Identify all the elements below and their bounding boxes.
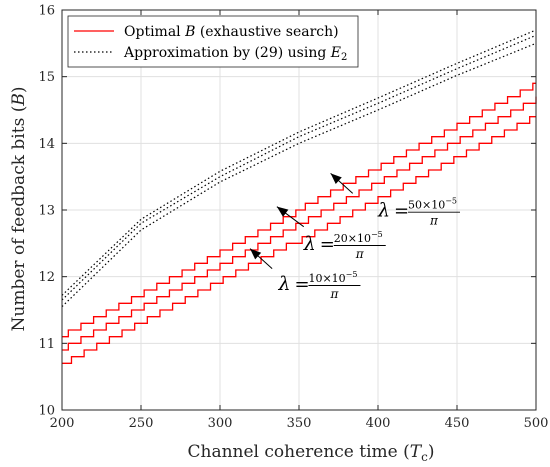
annotation-equals: = xyxy=(294,274,309,295)
annotation-lambda: λ xyxy=(303,233,316,255)
x-tick-label: 450 xyxy=(445,416,470,431)
annotation-denominator: π xyxy=(429,214,439,228)
y-tick-label: 13 xyxy=(38,204,55,219)
legend-label: Optimal B (exhaustive search) xyxy=(124,24,339,40)
annotation-lambda: λ xyxy=(277,273,290,295)
y-tick-label: 11 xyxy=(38,337,55,352)
annotation-numerator: 10×10−5 xyxy=(308,270,357,285)
annotation-equals: = xyxy=(320,234,335,255)
y-tick-label: 16 xyxy=(38,4,55,19)
annotation-numerator: 20×10−5 xyxy=(334,230,383,245)
y-tick-label: 10 xyxy=(38,404,55,419)
annotations: λ =50×10−5πλ =20×10−5πλ =10×10−5π xyxy=(249,172,460,301)
legend-box xyxy=(67,15,359,68)
y-tick-label: 14 xyxy=(38,137,55,152)
x-tick-label: 500 xyxy=(524,416,549,431)
annotation-equals: = xyxy=(394,201,409,222)
optimal-bits-line xyxy=(62,116,536,364)
annotation-denominator: π xyxy=(355,247,365,261)
annotation-arrow-head xyxy=(276,206,289,217)
plot-series xyxy=(61,29,537,364)
annotation-numerator: 50×10−5 xyxy=(408,197,457,212)
y-tick-label: 15 xyxy=(38,70,55,85)
legend-label: Approximation by (29) using E2 xyxy=(123,45,347,63)
optimal-bits-line xyxy=(62,96,537,351)
y-tick-label: 12 xyxy=(38,270,55,285)
x-tick-label: 200 xyxy=(50,416,75,431)
y-axis-label: Number of feedback bits (B) xyxy=(9,87,29,332)
x-tick-label: 300 xyxy=(208,416,233,431)
optimal-bits-line xyxy=(62,82,536,338)
axis-ticks: 200 250 300 350 400 450 500 10 11 12 13 14 15 16 xyxy=(38,4,548,432)
annotation-arrow-head xyxy=(330,173,342,185)
x-tick-label: 400 xyxy=(366,416,391,431)
annotation-lambda: λ xyxy=(377,200,390,222)
x-tick-label: 350 xyxy=(287,416,312,431)
x-tick-label: 250 xyxy=(129,416,154,431)
legend: Optimal B (exhaustive search) Approximati… xyxy=(67,15,359,68)
annotation-arrow-head xyxy=(250,248,262,260)
x-axis-label: Channel coherence time (Tc) xyxy=(188,442,435,464)
annotation-denominator: π xyxy=(330,287,340,301)
